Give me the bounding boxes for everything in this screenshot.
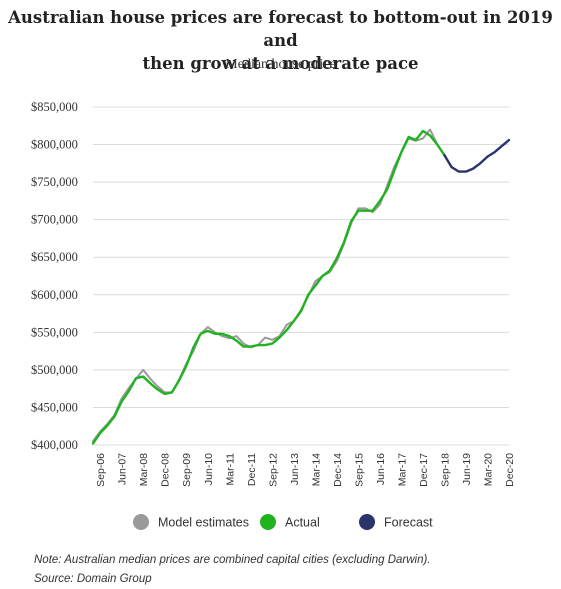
- x-tick-label-4: Sep-09: [181, 453, 193, 487]
- x-tick-label-10: Mar-14: [310, 453, 322, 486]
- legend-marker-actual: [260, 514, 276, 530]
- x-tick-label-16: Sep-18: [439, 453, 451, 487]
- y-tick-label-3: $550,000: [31, 325, 78, 339]
- x-tick-label-17: Jun-19: [461, 453, 473, 485]
- legend-marker-model-estimates: [133, 514, 149, 530]
- x-tick-label-19: Dec-20: [504, 453, 516, 487]
- y-tick-label-8: $800,000: [31, 138, 78, 152]
- x-tick-label-13: Jun-16: [375, 453, 387, 485]
- y-tick-label-4: $600,000: [31, 288, 78, 302]
- x-tick-label-18: Mar-20: [483, 453, 495, 486]
- legend: Model estimates Actual Forecast: [133, 514, 433, 530]
- x-tick-label-11: Dec-14: [332, 453, 344, 487]
- legend-label-forecast: Forecast: [384, 516, 433, 530]
- series-line-actual: [91, 129, 446, 445]
- x-tick-label-0: Sep-06: [95, 453, 107, 487]
- x-tick-label-3: Dec-08: [160, 453, 172, 487]
- x-tick-label-6: Mar-11: [224, 453, 236, 486]
- legend-label-model-estimates: Model estimates: [158, 516, 249, 530]
- x-tick-label-1: Jun-07: [117, 453, 129, 485]
- chart-title-line-1: Australian house prices are forecast to …: [8, 8, 553, 50]
- x-tick-label-8: Sep-12: [267, 453, 279, 487]
- chart-title: Australian house prices are forecast to …: [0, 6, 561, 75]
- y-axis-tick-labels: $400,000 $450,000 $500,000 $550,000 $600,000…: [31, 100, 78, 452]
- y-tick-label-6: $700,000: [31, 213, 78, 227]
- source-note: Source: Domain Group: [34, 573, 152, 585]
- x-tick-label-5: Jun-10: [203, 453, 215, 485]
- x-tick-label-7: Dec-11: [246, 453, 258, 486]
- y-tick-label-9: $850,000: [31, 100, 78, 114]
- chart-subtitle: Median house price: [225, 57, 336, 72]
- footnote: Note: Australian median prices are combi…: [34, 554, 431, 566]
- grid-lines: [93, 106, 509, 446]
- x-tick-label-2: Mar-08: [138, 453, 150, 486]
- x-axis-tick-labels: Sep-06 Jun-07 Mar-08 Dec-08 Sep-09 Jun-10 Mar-…: [95, 453, 516, 487]
- x-tick-label-14: Mar-17: [396, 453, 408, 486]
- series-lines: [91, 128, 511, 445]
- y-tick-label-2: $500,000: [31, 363, 78, 377]
- legend-marker-forecast: [359, 514, 375, 530]
- y-tick-label-5: $650,000: [31, 250, 78, 264]
- y-tick-label-7: $750,000: [31, 175, 78, 189]
- series-line-model-estimates: [92, 128, 439, 443]
- y-tick-label-1: $450,000: [31, 400, 78, 414]
- chart-title-line-2: then grow at a moderate pace: [142, 54, 419, 73]
- y-tick-label-0: $400,000: [31, 438, 78, 452]
- line-chart: $400,000 $450,000 $500,000 $550,000 $600,000…: [31, 100, 516, 530]
- x-tick-label-9: Jun-13: [289, 453, 301, 485]
- x-tick-label-12: Sep-15: [353, 453, 365, 487]
- chart-notes: Note: Australian median prices are combi…: [34, 551, 431, 589]
- legend-label-actual: Actual: [285, 516, 320, 530]
- series-line-forecast: [443, 138, 511, 173]
- x-tick-label-15: Dec-17: [418, 453, 430, 487]
